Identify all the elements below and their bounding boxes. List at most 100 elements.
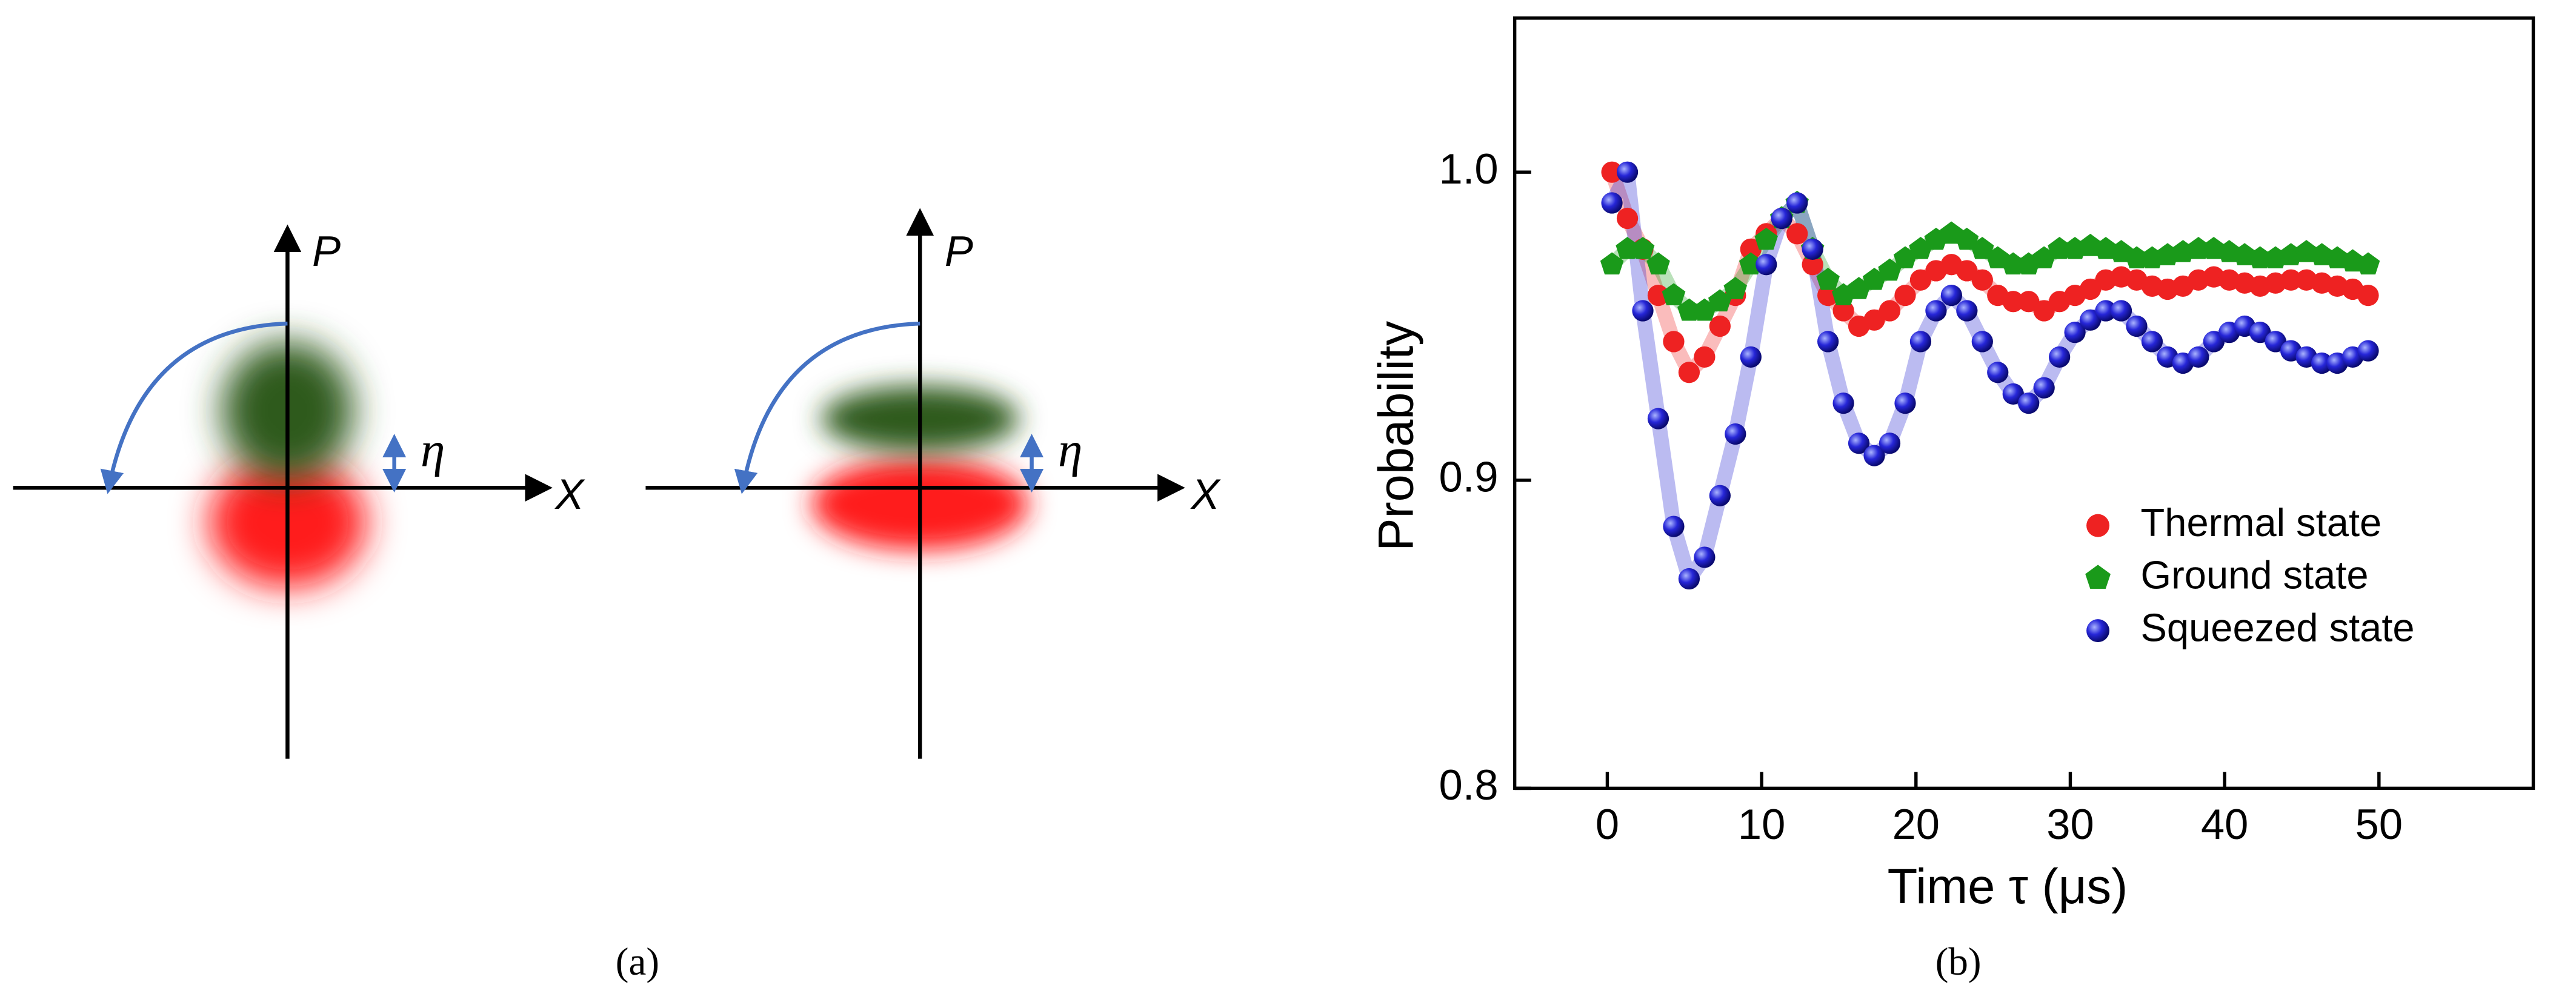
data-point [1893, 246, 1917, 269]
x-tick-label: 30 [2046, 800, 2094, 848]
x-tick-label: 40 [2201, 800, 2248, 848]
data-point [1816, 267, 1840, 290]
x-tick-label: 20 [1892, 800, 1940, 848]
p-label: P [945, 227, 973, 275]
data-point [1632, 300, 1654, 322]
data-point [1832, 393, 1854, 414]
x-axis-label: Time τ (μs) [1888, 859, 2128, 914]
data-point [1723, 277, 1747, 299]
data-point [1678, 568, 1700, 590]
rotation-arrow [734, 321, 920, 494]
data-point [1863, 309, 1885, 331]
legend-label: Ground state [2141, 553, 2369, 597]
eta-label: η [1058, 423, 1082, 477]
data-point [2357, 340, 2379, 362]
data-point [1663, 331, 1685, 353]
data-point [1956, 300, 1978, 322]
data-point [2249, 322, 2271, 343]
data-point [2033, 377, 2055, 399]
data-point [2032, 246, 2056, 269]
data-point [1832, 300, 1854, 322]
data-point [1616, 161, 1639, 183]
x-tick-label: 0 [1596, 800, 1619, 848]
data-point [1616, 237, 1639, 259]
data-point [2265, 331, 2286, 353]
data-point [1878, 258, 1902, 281]
data-point [1725, 423, 1746, 445]
data-point [1894, 393, 1916, 414]
data-point [1646, 252, 1670, 275]
data-point [1987, 362, 2009, 383]
data-point [2049, 346, 2071, 368]
data-point [1663, 515, 1685, 537]
data-point [2018, 291, 2040, 313]
data-point [1601, 192, 1623, 214]
legend-marker [2086, 514, 2110, 537]
data-point [2018, 393, 2040, 414]
y-axis-label: Probability [1368, 321, 1423, 551]
data-point [2311, 352, 2333, 374]
data-point [2095, 300, 2117, 322]
data-point [2141, 331, 2163, 353]
data-point [1740, 346, 1762, 368]
data-point [2280, 269, 2302, 291]
data-point [1786, 192, 1808, 214]
data-point [1694, 346, 1716, 368]
x-label: X [554, 470, 585, 518]
data-point [1879, 300, 1901, 322]
data-point [1786, 223, 1808, 245]
rotation-arrow [100, 321, 288, 494]
legend-marker [2085, 565, 2111, 589]
data-point [2356, 252, 2380, 275]
data-point [1647, 408, 1669, 429]
data-point [1662, 283, 1686, 306]
y-tick-label: 0.8 [1439, 761, 1499, 809]
plot: 0.8 0.9 1.0 0 10 20 30 40 50 Time τ (μs) Probabili… [1368, 16, 2535, 914]
data-point [1740, 238, 1762, 260]
x-tick-label: 50 [2355, 800, 2403, 848]
p-label: P [312, 227, 341, 275]
data-point [2125, 246, 2149, 269]
data-point [2188, 346, 2209, 368]
data-point [2248, 246, 2272, 269]
data-point [1971, 331, 1993, 353]
data-point [1863, 445, 1885, 466]
data-point [1708, 289, 1732, 312]
data-point [1677, 298, 1701, 321]
y-tick-label: 0.9 [1439, 452, 1499, 500]
eta-label: η [421, 423, 445, 477]
data-point [2002, 291, 2024, 313]
data-point [1756, 254, 1777, 276]
data-point [1909, 331, 1932, 353]
phase-diagram-right: P X η [645, 208, 1222, 759]
data-point [2110, 300, 2132, 322]
data-point [1771, 207, 1792, 230]
data-point [1848, 433, 1870, 454]
legend-marker [2086, 619, 2110, 643]
data-point [1940, 285, 1962, 307]
data-point [1817, 331, 1839, 353]
data-point [1802, 254, 1823, 276]
data-point [1709, 485, 1731, 506]
data-point [2079, 278, 2102, 300]
data-point [2357, 285, 2379, 307]
data-point [2203, 331, 2225, 353]
phase-diagram-left: P X η [13, 224, 585, 759]
data-point [1971, 269, 1993, 291]
data-point [1925, 300, 1947, 322]
plot-frame [1513, 16, 2535, 790]
data-point [1956, 260, 1978, 282]
data-point [1678, 362, 1700, 383]
data-point [1600, 252, 1624, 275]
data-point [1616, 207, 1639, 230]
data-point [1631, 237, 1655, 259]
data-point [2002, 383, 2024, 405]
data-point [2001, 252, 2025, 275]
data-point [1647, 285, 1669, 307]
data-point [1709, 315, 1731, 337]
caption: (b) [1935, 940, 1982, 984]
caption: (a) [616, 940, 659, 984]
data-point [2186, 237, 2211, 259]
